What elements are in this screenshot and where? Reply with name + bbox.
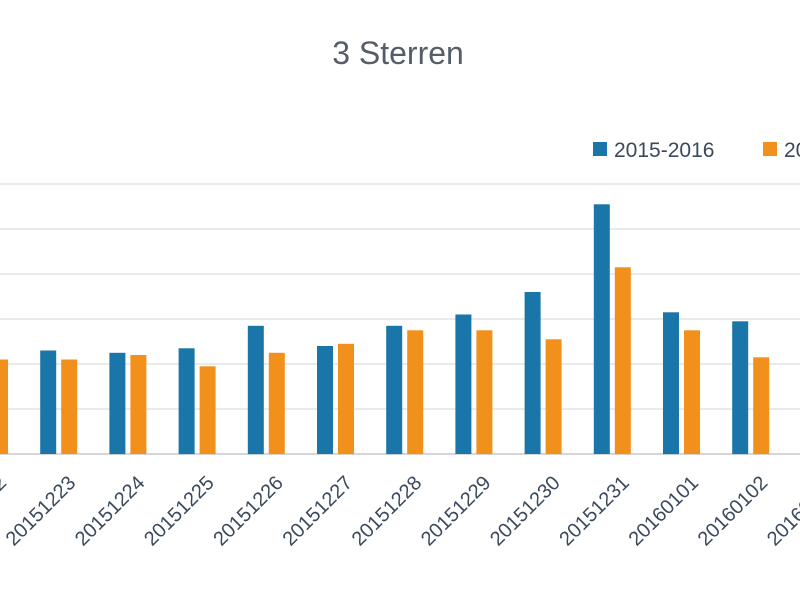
bar-2016-2017-20151225 <box>199 366 216 455</box>
bar-2015-2016-20151228 <box>386 325 403 455</box>
bar-2015-2016-20151223 <box>40 350 57 454</box>
bar-2016-2017-20160101 <box>684 330 700 455</box>
bar-2015-2016-20151226 <box>247 325 264 455</box>
x-tick-label: 20160102 <box>694 472 772 550</box>
bar-2016-2017-20151224 <box>130 355 147 454</box>
bar-2016-2017-20151227 <box>338 343 354 455</box>
bar-2015-2016-20160101 <box>663 312 679 455</box>
bar-2016-2017-20160102 <box>753 357 770 455</box>
x-tick-label: 20160103 <box>763 472 800 550</box>
bar-2016-2017-20151223 <box>61 359 78 454</box>
bar-2016-2017-20151226 <box>268 352 285 455</box>
legend-label-2015-2016: 2015-2016 <box>614 139 714 162</box>
x-tick-label: 20151231 <box>555 472 633 550</box>
bar-2016-2017-20151222 <box>0 359 8 454</box>
bar-2016-2017-20151229 <box>476 330 493 455</box>
x-tick-label: 20151224 <box>71 472 149 550</box>
legend-label-2016-2017: 2016-2017 <box>784 139 800 162</box>
chart-title: 3 Sterren <box>332 35 464 71</box>
bars <box>0 204 770 455</box>
bar-2015-2016-20151227 <box>317 346 333 454</box>
bar-2016-2017-20151231 <box>614 267 631 455</box>
x-tick-label: 20151223 <box>2 472 80 550</box>
legend-swatch-2016-2017 <box>763 142 777 156</box>
bar-2015-2016-20151225 <box>178 348 195 455</box>
x-tick-label: 20151228 <box>348 472 426 550</box>
bar-2015-2016-20151231 <box>593 204 610 454</box>
x-tick-label: 20151230 <box>486 472 564 550</box>
x-tick-label: 20151229 <box>417 472 495 550</box>
x-tick-labels: 2015122220151223201512242015122520151226… <box>0 472 800 550</box>
x-tick-label: 20151227 <box>279 472 357 550</box>
legend-swatch-2015-2016 <box>593 142 607 156</box>
x-tick-label: 20151225 <box>140 472 218 550</box>
bar-2015-2016-20151224 <box>109 352 126 455</box>
x-tick-label: 20160101 <box>625 472 703 550</box>
bar-2015-2016-20151229 <box>455 314 472 454</box>
bar-2016-2017-20151228 <box>407 330 424 455</box>
bar-2015-2016-20160102 <box>732 321 749 455</box>
bar-2016-2017-20151230 <box>545 339 562 455</box>
bar-2015-2016-20151230 <box>524 292 541 454</box>
x-tick-label: 20151226 <box>209 472 287 550</box>
legend: 2015-2016 2016-2017 <box>593 139 800 162</box>
